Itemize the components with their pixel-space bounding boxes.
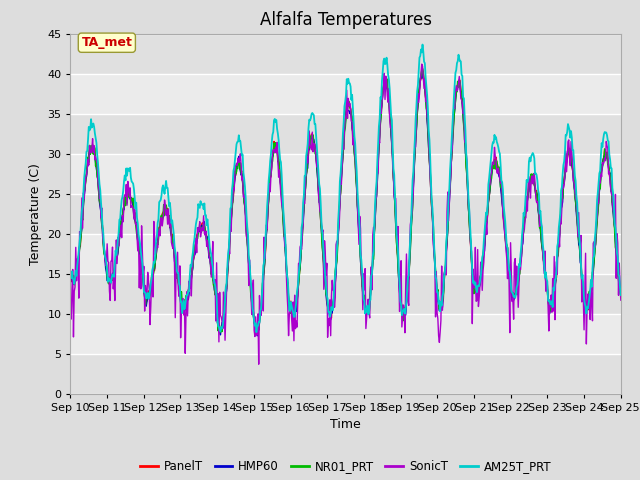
Bar: [70, 193, 621, 234]
AM25T_PRT: [67, 270, 74, 276]
PanelT: [133, 230, 141, 236]
PanelT: [77, 244, 84, 250]
PanelT: [67, 268, 74, 274]
Line: AM25T_PRT: AM25T_PRT: [70, 45, 621, 332]
NR01_PRT: [219, 320, 227, 325]
HMP60: [189, 265, 196, 271]
Bar: [70, 354, 621, 394]
PanelT: [617, 291, 625, 297]
NR01_PRT: [216, 329, 224, 335]
AM25T_PRT: [77, 231, 84, 237]
X-axis label: Time: Time: [330, 418, 361, 431]
SonicT: [133, 233, 141, 239]
Text: TA_met: TA_met: [81, 36, 132, 49]
SonicT: [189, 259, 196, 265]
NR01_PRT: [67, 273, 74, 278]
AM25T_PRT: [430, 240, 438, 246]
AM25T_PRT: [419, 42, 426, 48]
SonicT: [617, 297, 625, 303]
PanelT: [189, 257, 196, 263]
HMP60: [133, 227, 141, 233]
AM25T_PRT: [413, 88, 421, 94]
Line: PanelT: PanelT: [70, 71, 621, 332]
SonicT: [218, 318, 226, 324]
PanelT: [419, 68, 426, 73]
HMP60: [77, 235, 84, 240]
PanelT: [413, 109, 421, 115]
Bar: [70, 34, 621, 73]
AM25T_PRT: [617, 292, 625, 298]
Bar: [70, 234, 621, 274]
PanelT: [218, 324, 226, 330]
Title: Alfalfa Temperatures: Alfalfa Temperatures: [260, 11, 431, 29]
NR01_PRT: [133, 233, 141, 239]
PanelT: [253, 329, 261, 335]
NR01_PRT: [419, 66, 426, 72]
Line: SonicT: SonicT: [70, 64, 621, 364]
HMP60: [413, 111, 421, 117]
SonicT: [67, 313, 74, 319]
SonicT: [418, 61, 426, 67]
Line: NR01_PRT: NR01_PRT: [70, 69, 621, 332]
SonicT: [77, 235, 84, 241]
HMP60: [253, 333, 261, 339]
Legend: PanelT, HMP60, NR01_PRT, SonicT, AM25T_PRT: PanelT, HMP60, NR01_PRT, SonicT, AM25T_P…: [136, 456, 556, 478]
SonicT: [413, 106, 421, 111]
Bar: [70, 274, 621, 313]
Bar: [70, 114, 621, 154]
HMP60: [67, 269, 74, 275]
SonicT: [255, 361, 262, 367]
Y-axis label: Temperature (C): Temperature (C): [29, 163, 42, 264]
HMP60: [218, 320, 226, 325]
AM25T_PRT: [253, 329, 260, 335]
HMP60: [430, 250, 438, 255]
AM25T_PRT: [189, 250, 196, 255]
Bar: [70, 313, 621, 354]
NR01_PRT: [189, 262, 196, 267]
NR01_PRT: [617, 293, 625, 299]
Bar: [70, 154, 621, 193]
NR01_PRT: [430, 243, 438, 249]
NR01_PRT: [77, 239, 84, 245]
Bar: [70, 73, 621, 114]
HMP60: [617, 293, 625, 299]
PanelT: [430, 246, 438, 252]
HMP60: [419, 68, 426, 74]
NR01_PRT: [413, 109, 421, 115]
Line: HMP60: HMP60: [70, 71, 621, 336]
AM25T_PRT: [133, 215, 141, 221]
AM25T_PRT: [218, 325, 226, 331]
SonicT: [430, 250, 438, 256]
